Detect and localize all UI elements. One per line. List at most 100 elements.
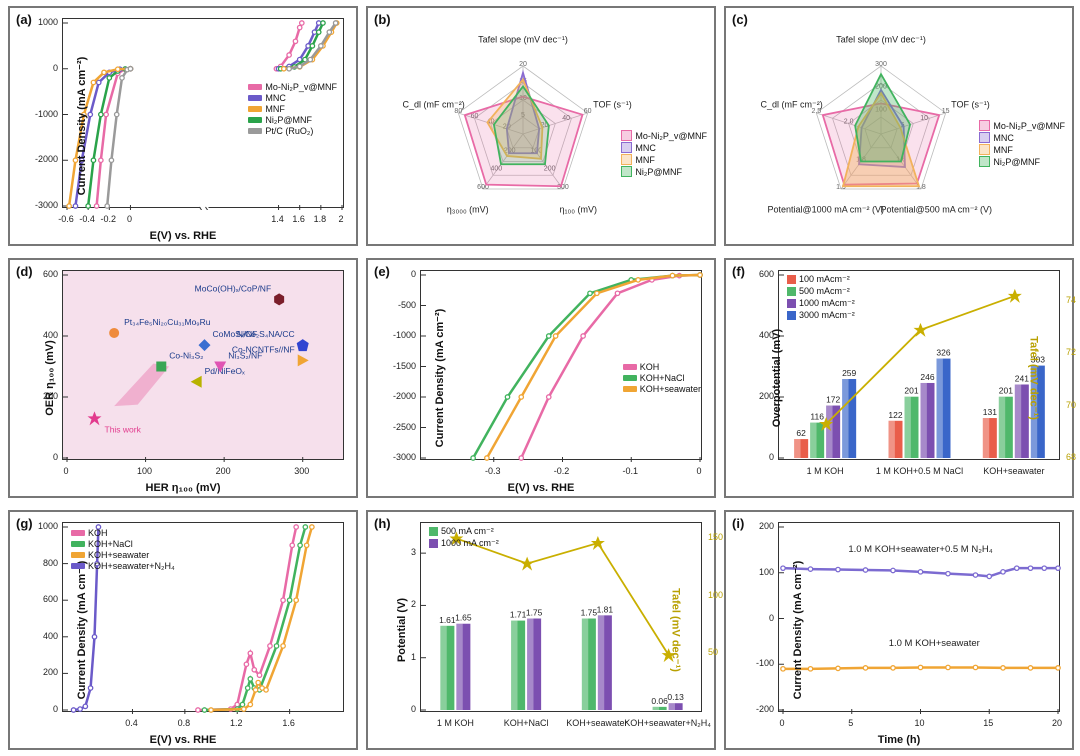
y2-tick: 70 [1066,400,1076,410]
bar-value: 1.75 [526,608,543,618]
svg-text:60: 60 [584,108,592,115]
y-tick: -1500 [376,361,416,371]
x-axis-label: HER η₁₀₀ (mV) [10,482,356,494]
bar-value: 131 [983,407,997,417]
legend-label: 100 mAcm⁻² [799,274,850,285]
x-tick: 5 [837,718,865,728]
bar-value: 1.75 [581,608,598,618]
y-tick: -1000 [18,109,58,119]
legend: KOHKOH+NaClKOH+seawaterKOH+seawater+N₂H₄ [70,526,176,573]
panel-a: (a)Current Density (mA cm⁻²)E(V) vs. RHE… [8,6,358,246]
legend-item: KOH+NaCl [623,373,701,383]
legend-label: KOH+seawater [88,550,149,560]
radar-axis-label: η₁₀₀ (mV) [559,204,597,214]
panel-b: (b)Tafel slope (mV dec⁻¹)5101520TOF (s⁻¹… [366,6,716,246]
scatter-label: MoCo(OH)ₓ/CoP/NF [195,283,271,293]
panel-i: (i)1.0 M KOH+seawater+0.5 M N₂H₄1.0 M KO… [724,510,1074,750]
bar-value: 201 [999,386,1013,396]
scatter-label: Co-NCNTFs//NF [232,344,295,354]
y2-axis-label: Tafel (mV dec⁻¹) [670,588,683,672]
scatter-point [191,376,202,388]
legend-label: KOH [88,528,108,538]
plot-area: 1.0 M KOH+seawater+0.5 M N₂H₄1.0 M KOH+s… [778,522,1060,712]
y-tick: -100 [734,658,774,668]
y-tick: 3 [376,547,416,557]
legend-item: Mo-Ni₂P_v@MNF [979,120,1065,131]
svg-text:300: 300 [875,61,887,68]
annotation: 1.0 M KOH+seawater [889,638,980,649]
panel-h: (h)1.611.651 M KOH1.711.75KOH+NaCl1.751.… [366,510,716,750]
y-tick: -3000 [376,452,416,462]
radar-series [855,74,910,161]
legend-item: KOH+NaCl [71,539,175,549]
y-tick: 600 [18,594,58,604]
svg-text:80: 80 [454,108,462,115]
legend: Mo-Ni₂P_v@MNFMNCMNFNi₂P@MNFPt/C (RuO₂) [247,80,338,138]
legend: Mo-Ni₂P_v@MNFMNCMNFNi₂P@MNF [978,118,1066,169]
tafel-line [456,538,668,655]
legend-item: Pt/C (RuO₂) [248,126,337,136]
x-axis-label: Time (h) [726,734,1072,746]
y-tick: 200 [734,521,774,531]
bar-value: 116 [810,412,824,422]
plot-area: This workPt₃₄Fe₅Ni₂₀Cu₃₁Mo₉RuCo-Ni₃S₂Pd/… [62,270,344,460]
panel-f: (f)621161722591 M KOH1222012463261 M KOH… [724,258,1074,498]
legend-label: KOH+seawater+N₂H₄ [88,561,175,571]
plot-svg: This workPt₃₄Fe₅Ni₂₀Cu₃₁Mo₉RuCo-Ni₃S₂Pd/… [63,271,346,462]
legend-label: Mo-Ni₂P_v@MNF [265,82,337,92]
legend-label: Ni₂P@MNF [635,167,682,177]
legend-label: MNF [265,104,285,114]
y2-tick: 150 [708,532,723,542]
legend-label: MNF [993,145,1013,155]
y-tick: 0 [734,613,774,623]
category-label: KOH+seawater+N₂H₄ [623,718,713,728]
y-tick: 800 [18,558,58,568]
legend: 100 mAcm⁻²500 mAcm⁻²1000 mAcm⁻²3000 mAcm… [786,272,856,323]
legend-label: Ni₂P@MNF [265,115,312,125]
series-line [198,527,296,710]
legend-item: KOH+seawater [623,384,701,394]
series-line [107,69,130,206]
y-axis-label: Current Density (mA cm⁻²) [791,561,804,700]
x-tick: 0.8 [170,718,198,728]
bar-value: 259 [842,368,856,378]
radar-axis-label: TOF (s⁻¹) [593,99,632,109]
legend: 500 mA cm⁻²1000 mA cm⁻² [428,524,500,551]
y-tick: 400 [18,330,58,340]
scatter-point [297,339,309,351]
y2-tick: 100 [708,590,723,600]
x-tick: 300 [288,466,316,476]
legend-item: Ni₂P@MNF [621,166,707,177]
legend: Mo-Ni₂P_v@MNFMNCMNFNi₂P@MNF [620,128,708,179]
legend-label: KOH [640,362,660,372]
radar-axis-label: TOF (s⁻¹) [951,99,990,109]
legend-label: 1000 mA cm⁻² [441,538,499,549]
y-tick: 100 [734,567,774,577]
svg-text:2.5: 2.5 [811,108,821,115]
bar-value: 122 [888,410,902,420]
y-tick: 1000 [18,17,58,27]
x-tick: 20 [1043,718,1071,728]
legend-label: MNC [993,133,1014,143]
bar-value: 201 [904,386,918,396]
plot-svg: 1.0 M KOH+seawater+0.5 M N₂H₄1.0 M KOH+s… [779,523,1062,714]
y-axis-label: Current Density (mA cm⁻²) [433,309,446,448]
y-tick: -500 [376,300,416,310]
bar-value: 1.81 [597,604,614,614]
bar-value: 0.13 [667,692,684,702]
bar-value: 62 [796,428,806,438]
y-tick: 1000 [18,521,58,531]
y-tick: -2500 [376,422,416,432]
legend-label: MNC [265,93,286,103]
x-axis-label: E(V) vs. RHE [10,734,356,746]
y2-tick: 72 [1066,347,1076,357]
panel-e: (e)Current Density (mA cm⁻²)E(V) vs. RHE… [366,258,716,498]
svg-text:15: 15 [942,108,950,115]
legend-item: 3000 mAcm⁻² [787,310,855,321]
x-axis-label: E(V) vs. RHE [10,230,356,242]
x-axis-label: E(V) vs. RHE [368,482,714,494]
legend-label: Mo-Ni₂P_v@MNF [993,121,1065,131]
legend-item: Ni₂P@MNF [248,115,337,125]
scatter-label: NiCo₂S₄NA/CC [237,329,295,339]
radar-axis-label: Tafel slope (mV dec⁻¹) [836,34,926,44]
